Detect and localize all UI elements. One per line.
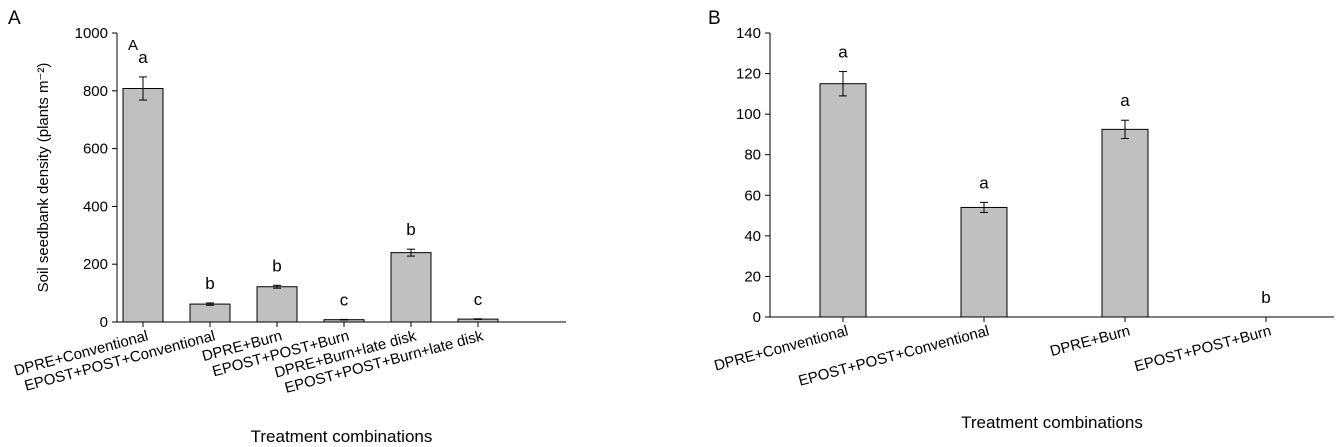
significance-letter: c: [474, 290, 483, 309]
y-tick-label: 80: [744, 147, 761, 164]
x-axis-title: Treatment combinations: [251, 427, 433, 446]
bar: [256, 286, 298, 323]
y-tick-label: 400: [83, 198, 108, 215]
bar: [1101, 128, 1149, 318]
y-tick-label: 60: [744, 187, 761, 204]
panel-label: B: [708, 8, 721, 29]
y-tick-label: 200: [83, 256, 108, 273]
bar: [819, 83, 867, 318]
y-tick-label: 0: [100, 314, 108, 331]
significance-letter: a: [979, 173, 989, 192]
category-label: EPOST+POST+Burn: [1133, 322, 1273, 375]
significance-letter: b: [406, 220, 415, 239]
y-tick-label: 120: [736, 66, 761, 83]
y-axis-title: Soil seedbank density (plants m⁻²): [35, 63, 52, 293]
significance-letter: a: [1120, 91, 1130, 110]
panel-label: A: [8, 8, 21, 29]
y-tick-label: 100: [736, 106, 761, 123]
y-tick-label: 1000: [75, 25, 108, 42]
significance-letter: b: [272, 256, 281, 275]
significance-letter: c: [340, 290, 349, 309]
y-tick-label: 800: [83, 83, 108, 100]
y-tick-label: 20: [744, 268, 761, 285]
y-tick-label: 600: [83, 141, 108, 158]
category-label: DPRE+Burn: [1048, 322, 1132, 360]
bar: [122, 87, 164, 323]
panel-inner-label: A: [128, 37, 138, 54]
y-tick-label: 40: [744, 228, 761, 245]
x-axis-title: Treatment combinations: [961, 413, 1143, 432]
bar: [390, 252, 432, 323]
y-tick-label: 140: [736, 25, 761, 42]
y-tick-label: 0: [753, 309, 761, 326]
significance-letter: a: [138, 48, 148, 67]
significance-letter: b: [205, 274, 214, 293]
significance-letter: b: [1261, 288, 1270, 307]
bar: [189, 303, 231, 323]
significance-letter: a: [838, 43, 848, 62]
bar: [960, 206, 1008, 318]
